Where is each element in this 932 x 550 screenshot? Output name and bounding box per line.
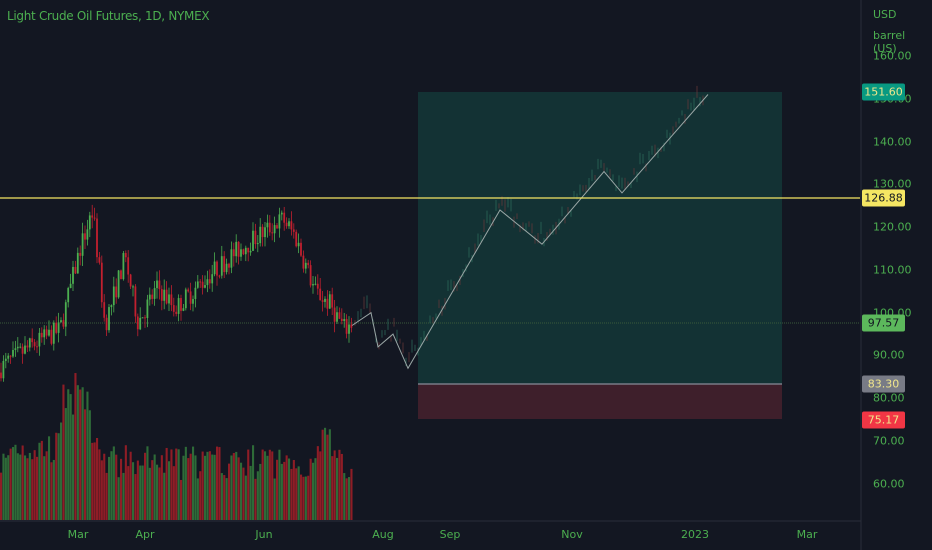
price-tick: 110.00 bbox=[873, 263, 912, 277]
price-tick: 160.00 bbox=[873, 49, 912, 63]
time-tick: Jun bbox=[255, 528, 273, 541]
time-tick: Mar bbox=[67, 528, 89, 541]
time-tick: 2023 bbox=[681, 528, 709, 541]
candlestick-series bbox=[0, 204, 353, 382]
projection-path[interactable] bbox=[351, 94, 709, 370]
price-tick: 80.00 bbox=[873, 391, 905, 405]
currency-label[interactable]: USD bbox=[873, 8, 897, 21]
price-tick: 120.00 bbox=[873, 220, 912, 234]
time-tick: Aug bbox=[372, 528, 394, 541]
time-tick: Mar bbox=[796, 528, 818, 541]
price-tick: 130.00 bbox=[873, 177, 912, 191]
stop-price-badge[interactable]: 75.17 bbox=[862, 411, 905, 429]
loss-zone[interactable] bbox=[418, 384, 782, 419]
price-tick: 140.00 bbox=[873, 135, 912, 149]
time-tick: Sep bbox=[439, 528, 461, 541]
target-price-badge[interactable]: 151.60 bbox=[862, 83, 905, 101]
unit-label[interactable]: barrel (US) bbox=[873, 29, 906, 55]
time-tick: Nov bbox=[561, 528, 583, 541]
resistance-price-badge[interactable]: 126.88 bbox=[862, 189, 905, 207]
price-tick: 90.00 bbox=[873, 348, 905, 362]
chart-title: Light Crude Oil Futures, 1D, NYMEX bbox=[7, 9, 210, 23]
price-tick: 70.00 bbox=[873, 434, 905, 448]
time-tick: Apr bbox=[135, 528, 155, 541]
projection-candles bbox=[354, 85, 704, 366]
profit-zone[interactable] bbox=[418, 92, 782, 384]
entry-price-badge[interactable]: 83.30 bbox=[862, 375, 905, 393]
volume-histogram bbox=[0, 373, 353, 520]
last-price-badge[interactable]: 97.57 bbox=[862, 314, 905, 332]
price-tick: 60.00 bbox=[873, 477, 905, 491]
